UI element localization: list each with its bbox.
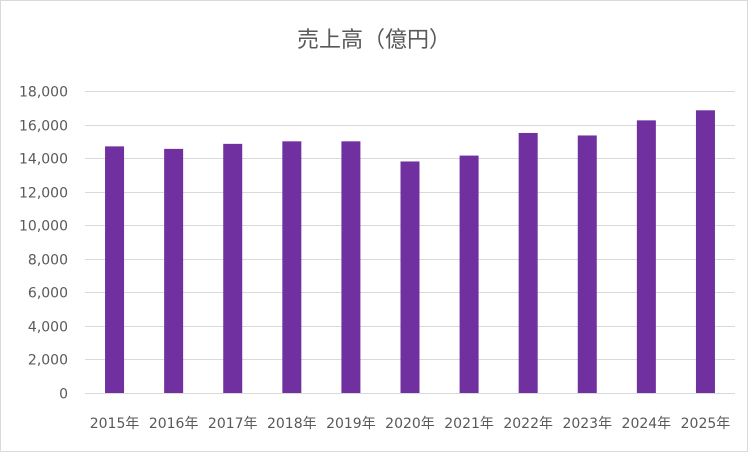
x-tick-label: 2022年 [503,416,553,432]
y-tick-label: 14,000 [19,152,68,168]
x-tick-label: 2017年 [208,416,258,432]
x-tick-label: 2025年 [681,416,731,432]
bar [636,120,656,393]
x-tick-label: 2019年 [326,416,376,432]
bar [105,146,125,393]
chart-title: 売上高（億円） [296,28,451,53]
bar [459,155,479,393]
x-tick-label: 2015年 [90,416,140,432]
x-axis-ticks: 2015年 2016年 2017年 2018年 2019年 2020年 2021年 2022年… [90,416,731,432]
x-tick-label: 2021年 [444,416,494,432]
y-axis-ticks: 0 2,000 4,000 6,000 8,000 10,000 12,000 14,000 1… [19,85,68,403]
bar [282,141,302,393]
bar [577,135,597,393]
y-tick-label: 16,000 [19,119,68,135]
bar [223,143,243,393]
bars [105,110,715,394]
x-tick-label: 2023年 [562,416,612,432]
bar [695,110,715,394]
y-tick-label: 4,000 [28,320,68,336]
bar [518,132,538,393]
x-tick-label: 2024年 [622,416,672,432]
bar [164,148,184,393]
bar [400,161,420,393]
y-tick-label: 2,000 [28,353,68,369]
y-tick-label: 12,000 [19,186,68,202]
x-tick-label: 2016年 [149,416,199,432]
y-tick-label: 0 [59,387,68,403]
y-tick-label: 8,000 [28,253,68,269]
y-tick-label: 10,000 [19,219,68,235]
x-tick-label: 2018年 [267,416,317,432]
x-tick-label: 2020年 [385,416,435,432]
bar [341,141,361,393]
y-tick-label: 6,000 [28,286,68,302]
y-tick-label: 18,000 [19,85,68,101]
